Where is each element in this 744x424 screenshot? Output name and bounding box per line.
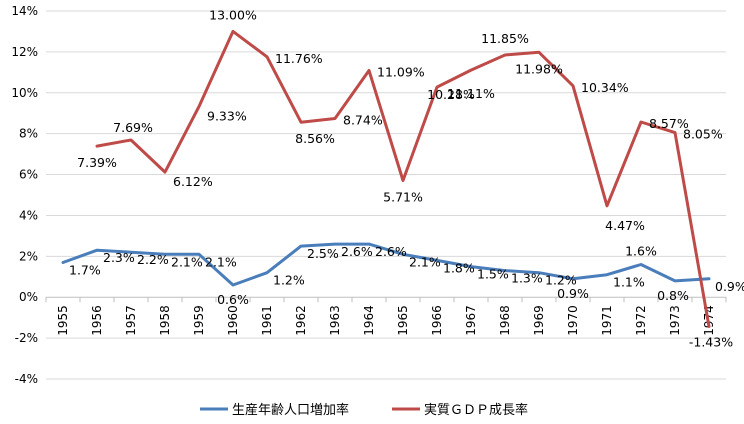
data-label-s1-1960: 13.00% <box>209 7 257 22</box>
x-tick-label-1957: 1957 <box>124 305 138 336</box>
legend-label-0: 生産年齢人口増加率 <box>232 402 349 418</box>
data-label-s0-1973: 0.8% <box>657 288 689 303</box>
x-axis: 1955 1956 1957 1958 1959 1960 1961 1962 1963 1964… <box>45 296 727 336</box>
data-label-s1-1973: 8.05% <box>683 127 723 142</box>
y-tick-label-2: 0% <box>19 290 38 304</box>
data-label-s0-1968: 1.3% <box>511 271 543 286</box>
y-tick-label-5: 6% <box>19 168 38 182</box>
x-tick-label-1967: 1967 <box>464 305 478 336</box>
data-label-s0-1967: 1.5% <box>477 267 509 282</box>
data-label-s0-1966: 1.8% <box>443 260 475 275</box>
y-tick-label-7: 10% <box>11 86 38 100</box>
x-tick-label-1955: 1955 <box>56 305 70 336</box>
data-label-s0-1962: 2.5% <box>307 246 339 261</box>
data-label-s0-1964: 2.6% <box>375 244 407 259</box>
series-line-0 <box>61 242 711 287</box>
data-label-s1-1966: 10.28% <box>427 87 475 102</box>
data-label-s1-1963: 8.74% <box>343 113 383 128</box>
x-tick-label-1965: 1965 <box>396 305 410 336</box>
data-label-s0-1971: 1.1% <box>613 275 645 290</box>
data-label-s1-1956: 7.39% <box>77 155 117 170</box>
data-labels: 1.7%2.3% 2.2% 2.1% 2.1%0.6%1.2%2.5% 2.6% 2.6%… <box>69 7 744 349</box>
data-label-s0-1958: 2.1% <box>171 254 203 269</box>
x-tick-label-1971: 1971 <box>600 305 614 336</box>
data-label-s0-1955: 1.7% <box>69 262 101 277</box>
data-label-s1-1971: 4.47% <box>605 218 645 233</box>
x-tick-label-1972: 1972 <box>634 305 648 336</box>
gridlines <box>46 10 726 380</box>
x-tick-label-1970: 1970 <box>566 305 580 336</box>
y-tick-label-4: 4% <box>19 208 38 222</box>
data-label-s1-1964: 11.09% <box>377 64 425 79</box>
data-label-s0-1970: 0.9% <box>557 286 589 301</box>
data-label-s0-1969: 1.2% <box>545 273 577 288</box>
data-label-s1-1962: 8.56% <box>295 131 335 146</box>
data-label-s0-1965: 2.1% <box>409 254 441 269</box>
data-label-s0-1961: 1.2% <box>273 273 305 288</box>
series-lines <box>61 29 711 328</box>
data-label-s1-1970: 10.34% <box>581 80 629 95</box>
x-tick-label-1969: 1969 <box>532 305 546 336</box>
data-label-s1-1958: 6.12% <box>173 174 213 189</box>
x-tick-label-1966: 1966 <box>430 305 444 336</box>
x-tick-label-1963: 1963 <box>328 305 342 336</box>
y-tick-label-1: -2% <box>15 331 38 345</box>
data-label-s1-1972: 8.57% <box>649 116 689 131</box>
y-tick-label-3: 2% <box>19 249 38 263</box>
x-tick-label-1964: 1964 <box>362 305 376 336</box>
x-tick-label-1958: 1958 <box>158 305 172 336</box>
data-label-s1-1969: 11.98% <box>515 61 563 76</box>
data-label-s0-1960: 0.6% <box>217 292 249 307</box>
data-label-s1-1961: 11.76% <box>275 51 323 66</box>
x-tick-label-1968: 1968 <box>498 305 512 336</box>
data-label-s1-1967: 11.11% <box>447 86 495 101</box>
series-line-1 <box>95 29 711 328</box>
x-tick-label-1960: 1960 <box>226 305 240 336</box>
y-tick-label-8: 12% <box>11 45 38 59</box>
x-tick-label-1959: 1959 <box>192 305 206 336</box>
data-label-s0-1957: 2.2% <box>137 252 169 267</box>
y-tick-label-6: 8% <box>19 127 38 141</box>
legend: 生産年齢人口増加率 実質ＧＤＰ成長率 <box>200 402 528 418</box>
data-label-s1-1957: 7.69% <box>113 120 153 135</box>
x-tick-label-1973: 1973 <box>668 305 682 336</box>
data-label-s0-1959: 2.1% <box>205 254 237 269</box>
data-label-s1-1959: 9.33% <box>207 108 247 123</box>
y-axis: -4% -2% 0% 2% 4% 6% 8% 10% 12% 14% <box>11 4 38 386</box>
data-label-s0-1972: 1.6% <box>625 244 657 259</box>
x-tick-label-1956: 1956 <box>90 305 104 336</box>
x-tick-label-1961: 1961 <box>260 305 274 336</box>
legend-label-1: 実質ＧＤＰ成長率 <box>424 402 528 418</box>
y-tick-label-9: 14% <box>11 4 38 18</box>
data-label-s0-1956: 2.3% <box>103 250 135 265</box>
data-label-s0-1963: 2.6% <box>341 244 373 259</box>
data-label-s1-1974: -1.43% <box>689 334 733 349</box>
y-tick-label-0: -4% <box>15 372 38 386</box>
x-tick-label-1962: 1962 <box>294 305 308 336</box>
data-label-s0-1974: 0.9% <box>715 279 744 294</box>
data-label-s1-1968: 11.85% <box>481 31 529 46</box>
data-label-s1-1965: 5.71% <box>383 189 423 204</box>
